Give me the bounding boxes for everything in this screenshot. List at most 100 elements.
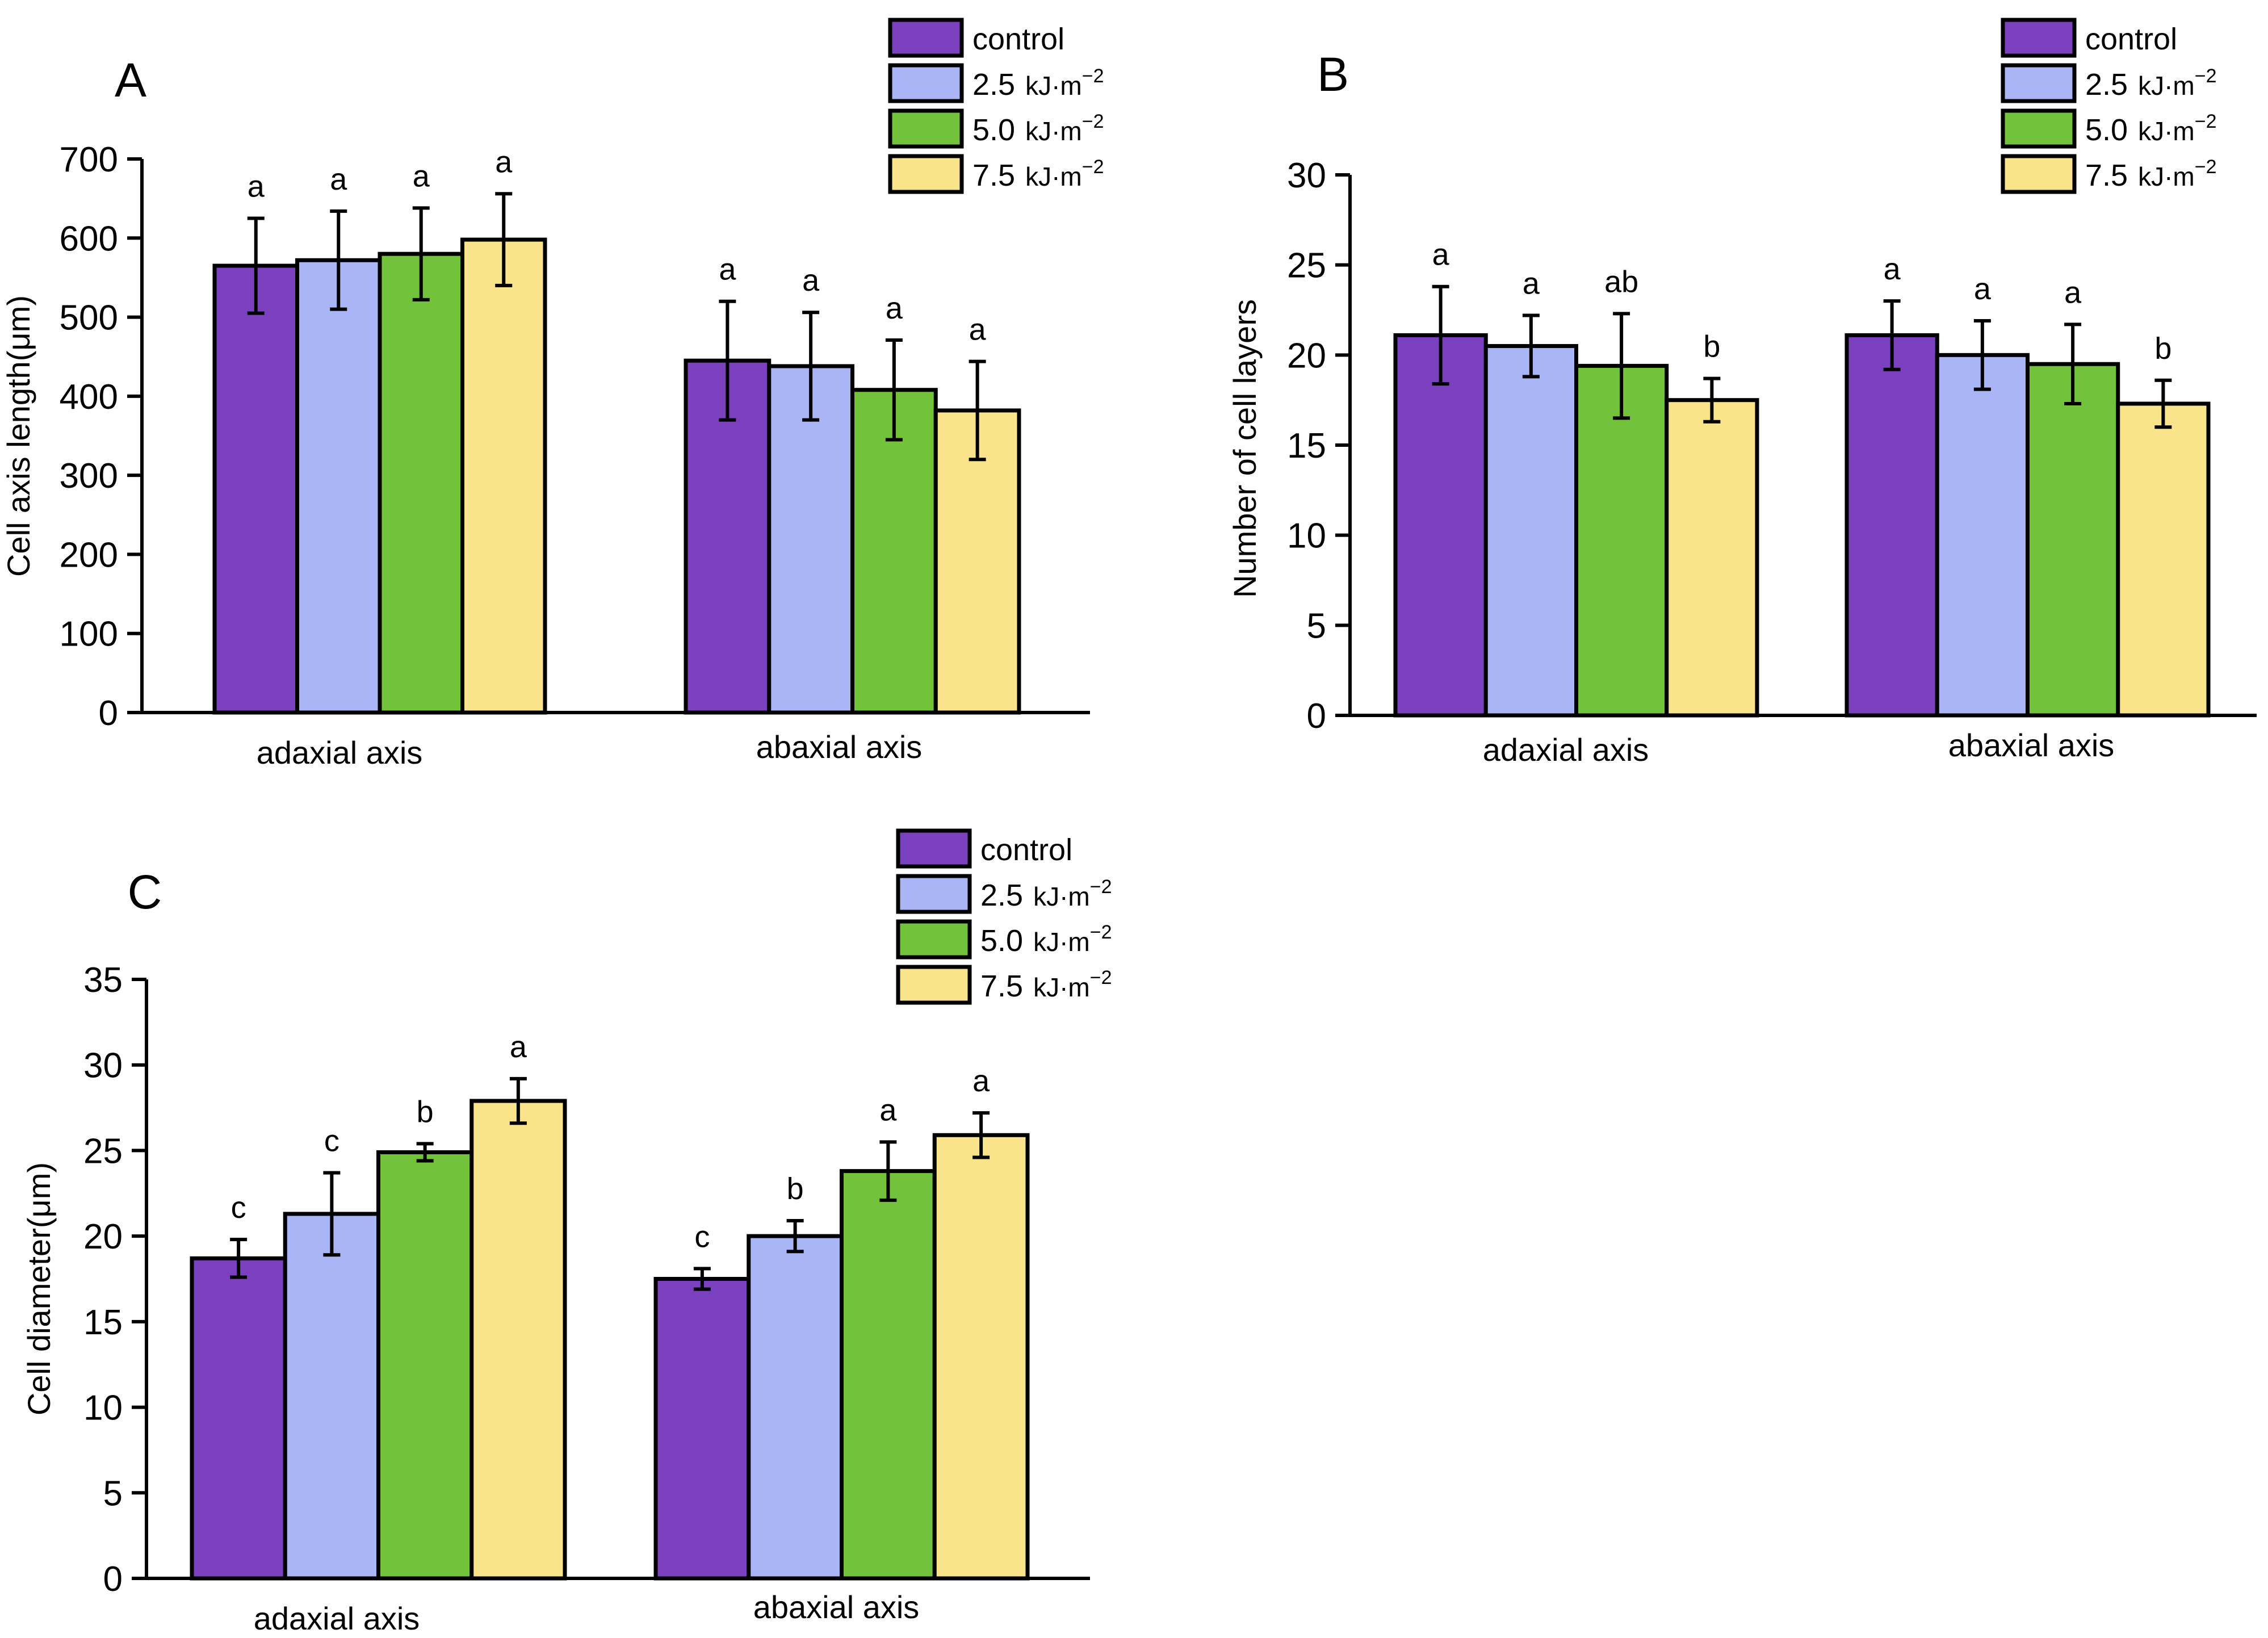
y-tick-label: 15 bbox=[83, 1303, 123, 1342]
legend-unit-exponent: −2 bbox=[1090, 967, 1112, 988]
bar bbox=[840, 1169, 937, 1581]
bar bbox=[1393, 333, 1488, 718]
legend-unit-exponent: −2 bbox=[1090, 876, 1112, 898]
bar bbox=[212, 263, 299, 715]
legend-entry: 7.5 kJ·m−2 bbox=[980, 967, 1112, 1003]
significance-letter: a bbox=[248, 169, 265, 203]
bar bbox=[460, 237, 547, 715]
bar bbox=[747, 1234, 844, 1581]
legend-label: 2.5 bbox=[2085, 68, 2128, 102]
bar bbox=[190, 1256, 287, 1581]
bar bbox=[376, 1150, 474, 1581]
legend-entry: 5.0 kJ·m−2 bbox=[980, 921, 1112, 958]
legend-unit: kJ·m bbox=[1033, 882, 1090, 911]
y-axis-title: Number of cell layers bbox=[1227, 299, 1263, 598]
significance-letter: b bbox=[2154, 332, 2171, 366]
y-tick-label: 0 bbox=[1307, 697, 1326, 736]
legend-swatch bbox=[2001, 18, 2077, 58]
significance-letter: c bbox=[694, 1220, 710, 1254]
y-tick-label: 400 bbox=[60, 378, 118, 417]
legend-swatch bbox=[896, 828, 972, 869]
y-tick-label: 600 bbox=[60, 219, 118, 258]
legend-swatch bbox=[888, 154, 964, 194]
panel-label: C bbox=[128, 865, 162, 919]
legend-unit-exponent: −2 bbox=[2195, 156, 2217, 178]
significance-letter: a bbox=[1432, 238, 1450, 272]
legend-unit: kJ·m bbox=[2138, 71, 2195, 100]
bar bbox=[767, 364, 854, 715]
y-tick-label: 700 bbox=[60, 140, 118, 179]
legend-entry: control bbox=[972, 22, 1064, 56]
y-tick-label: 20 bbox=[83, 1217, 123, 1256]
bar bbox=[850, 388, 938, 715]
bar bbox=[378, 252, 464, 715]
significance-letter: a bbox=[1974, 272, 1992, 306]
legend-label: 5.0 bbox=[972, 113, 1015, 147]
significance-letter: a bbox=[1523, 267, 1540, 301]
x-category-label: adaxial axis bbox=[1483, 732, 1649, 768]
bar bbox=[283, 1212, 380, 1581]
legend-entry: 7.5 kJ·m−2 bbox=[972, 156, 1104, 192]
significance-letter: a bbox=[719, 253, 736, 287]
y-tick-label: 100 bbox=[60, 615, 118, 654]
y-tick-label: 300 bbox=[60, 456, 118, 496]
legend-label: 7.5 bbox=[972, 158, 1015, 192]
y-tick-label: 10 bbox=[1287, 517, 1326, 556]
legend-entry: 5.0 kJ·m−2 bbox=[2085, 111, 2216, 147]
legend-swatch bbox=[2001, 154, 2077, 194]
legend-entry: control bbox=[980, 833, 1072, 867]
panel-label: A bbox=[115, 53, 146, 107]
legend-unit: kJ·m bbox=[2138, 162, 2195, 191]
legend-entry: 2.5 kJ·m−2 bbox=[972, 65, 1104, 102]
legend-unit: kJ·m bbox=[1025, 116, 1082, 146]
legend-entry: 5.0 kJ·m−2 bbox=[972, 111, 1104, 147]
significance-letter: a bbox=[802, 263, 820, 298]
legend-unit-exponent: −2 bbox=[1082, 111, 1104, 132]
bar bbox=[932, 1133, 1030, 1581]
legend-unit: kJ·m bbox=[1025, 71, 1082, 100]
legend-unit-exponent: −2 bbox=[1090, 921, 1112, 943]
significance-letter: a bbox=[413, 159, 430, 193]
legend-swatch bbox=[2001, 108, 2077, 149]
legend-swatch bbox=[2001, 63, 2077, 103]
legend-swatch bbox=[896, 965, 972, 1005]
legend-unit-exponent: −2 bbox=[1082, 65, 1104, 87]
x-category-label: abaxial axis bbox=[1948, 727, 2115, 763]
legend-label: 2.5 bbox=[972, 68, 1015, 102]
legend-unit: kJ·m bbox=[1033, 927, 1090, 957]
legend-label: 5.0 bbox=[2085, 113, 2128, 147]
legend-swatch bbox=[888, 108, 964, 149]
significance-letter: a bbox=[969, 313, 987, 347]
significance-letter: b bbox=[417, 1095, 434, 1129]
bar bbox=[1483, 343, 1578, 718]
y-tick-label: 20 bbox=[1287, 336, 1326, 375]
chart-panel-b: B 0 5 10 15 20 25 30 Number of cell layers adaxia… bbox=[1227, 18, 2257, 768]
legend-swatch bbox=[896, 874, 972, 914]
y-tick-label: 35 bbox=[83, 961, 123, 1000]
y-tick-label: 25 bbox=[83, 1132, 123, 1171]
legend-swatch bbox=[896, 919, 972, 960]
legend-unit-exponent: −2 bbox=[2195, 65, 2217, 87]
chart-panel-c: C 0 5 10 15 20 25 30 35 Cell diameter(μm) adaxial … bbox=[21, 828, 1112, 1636]
bar bbox=[1935, 353, 2030, 718]
legend-entry: 7.5 kJ·m−2 bbox=[2085, 156, 2216, 192]
legend-label: control bbox=[2085, 22, 2177, 56]
legend-unit-exponent: −2 bbox=[1082, 156, 1104, 178]
legend-unit: kJ·m bbox=[1025, 162, 1082, 191]
y-tick-label: 500 bbox=[60, 299, 118, 338]
legend-unit: kJ·m bbox=[2138, 116, 2195, 146]
y-tick-label: 25 bbox=[1287, 246, 1326, 286]
x-category-label: abaxial axis bbox=[756, 729, 923, 765]
y-tick-label: 5 bbox=[103, 1474, 123, 1513]
y-tick-label: 0 bbox=[99, 694, 118, 733]
x-category-label: abaxial axis bbox=[753, 1589, 920, 1625]
bar bbox=[2116, 401, 2211, 718]
legend-label: control bbox=[980, 833, 1072, 867]
legend-entry: 2.5 kJ·m−2 bbox=[2085, 65, 2216, 102]
significance-letter: a bbox=[886, 291, 903, 325]
significance-letter: c bbox=[231, 1191, 246, 1225]
legend-swatch bbox=[888, 63, 964, 103]
legend-unit-exponent: −2 bbox=[2195, 111, 2217, 132]
